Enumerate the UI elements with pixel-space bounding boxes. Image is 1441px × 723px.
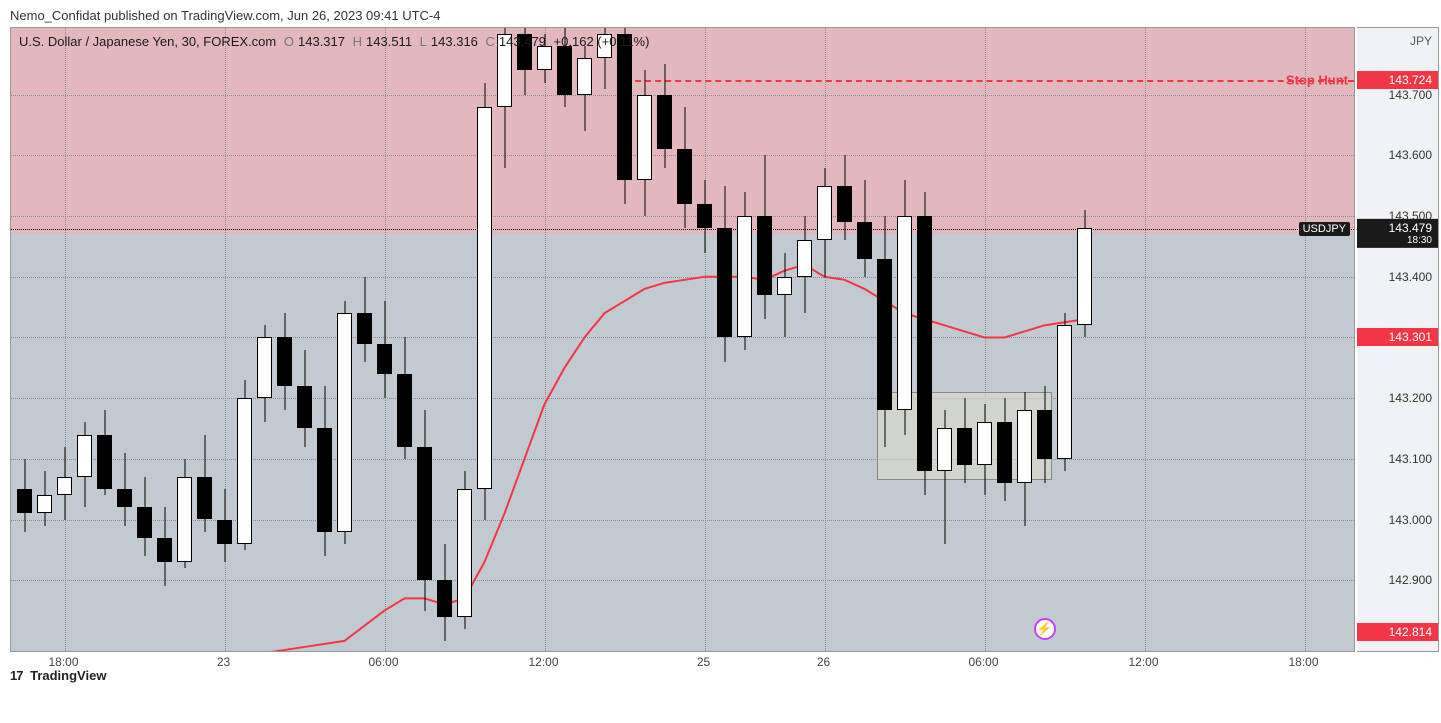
symbol-ohlc-row: U.S. Dollar / Japanese Yen, 30, FOREX.co… bbox=[19, 34, 653, 49]
candle bbox=[397, 28, 412, 652]
candle bbox=[597, 28, 612, 652]
candle bbox=[217, 28, 232, 652]
x-axis: 18:00 23 06:00 12:00 25 26 06:00 12:00 18:00 bbox=[10, 655, 1355, 675]
publish-text: Nemo_Confidat published on TradingView.c… bbox=[10, 8, 440, 23]
candle bbox=[117, 28, 132, 652]
chart-container: U.S. Dollar / Japanese Yen, 30, FOREX.co… bbox=[0, 27, 1441, 687]
candle bbox=[437, 28, 452, 652]
candle bbox=[97, 28, 112, 652]
candle bbox=[757, 28, 772, 652]
candle bbox=[657, 28, 672, 652]
y-price-tag: 143.724 bbox=[1357, 71, 1438, 89]
candle bbox=[577, 28, 592, 652]
y-price-tag: 142.814 bbox=[1357, 623, 1438, 641]
candle bbox=[937, 28, 952, 652]
candle bbox=[1077, 28, 1092, 652]
x-tick-label: 06:00 bbox=[368, 655, 398, 669]
candle bbox=[517, 28, 532, 652]
candle bbox=[537, 28, 552, 652]
candle bbox=[817, 28, 832, 652]
candle bbox=[377, 28, 392, 652]
y-tick-label: 143.700 bbox=[1389, 88, 1432, 102]
candle bbox=[17, 28, 32, 652]
price-change: +0.162 (+0.11%) bbox=[554, 34, 650, 49]
candle bbox=[357, 28, 372, 652]
candle bbox=[57, 28, 72, 652]
y-tick-label: 143.000 bbox=[1389, 513, 1432, 527]
candle bbox=[617, 28, 632, 652]
publish-header: Nemo_Confidat published on TradingView.c… bbox=[0, 0, 1441, 27]
candle bbox=[237, 28, 252, 652]
candle bbox=[337, 28, 352, 652]
candle bbox=[857, 28, 872, 652]
candle bbox=[797, 28, 812, 652]
y-tick-label: 143.600 bbox=[1389, 148, 1432, 162]
candle bbox=[197, 28, 212, 652]
candle bbox=[917, 28, 932, 652]
brand-name: TradingView bbox=[30, 668, 106, 683]
candle bbox=[677, 28, 692, 652]
symbol-tag: USDJPY bbox=[1299, 222, 1350, 236]
candle bbox=[157, 28, 172, 652]
y-tick-label: 142.900 bbox=[1389, 573, 1432, 587]
candle bbox=[137, 28, 152, 652]
y-axis-title: JPY bbox=[1410, 34, 1432, 48]
candle bbox=[1037, 28, 1052, 652]
candle bbox=[737, 28, 752, 652]
x-tick-label: 12:00 bbox=[1128, 655, 1158, 669]
symbol-desc: U.S. Dollar / Japanese Yen, 30, FOREX.co… bbox=[19, 34, 276, 49]
candle bbox=[897, 28, 912, 652]
y-price-tag: 143.47918:30 bbox=[1357, 219, 1438, 248]
candle bbox=[837, 28, 852, 652]
candle bbox=[497, 28, 512, 652]
price-chart[interactable]: U.S. Dollar / Japanese Yen, 30, FOREX.co… bbox=[10, 27, 1355, 652]
y-axis[interactable]: JPY 143.700143.600143.500143.400143.3001… bbox=[1357, 27, 1439, 652]
candle bbox=[277, 28, 292, 652]
stop-hunt-label: Stop Hunt bbox=[1286, 73, 1348, 88]
candle bbox=[977, 28, 992, 652]
x-tick-label: 23 bbox=[217, 655, 230, 669]
y-price-tag: 143.301 bbox=[1357, 328, 1438, 346]
y-tick-label: 143.200 bbox=[1389, 391, 1432, 405]
candle bbox=[317, 28, 332, 652]
candle bbox=[777, 28, 792, 652]
candle bbox=[77, 28, 92, 652]
candle bbox=[1017, 28, 1032, 652]
candle bbox=[297, 28, 312, 652]
event-marker-icon[interactable]: ⚡ bbox=[1034, 618, 1056, 640]
candle bbox=[717, 28, 732, 652]
candle bbox=[957, 28, 972, 652]
candle bbox=[637, 28, 652, 652]
x-tick-label: 18:00 bbox=[48, 655, 78, 669]
candle bbox=[877, 28, 892, 652]
candle bbox=[477, 28, 492, 652]
x-tick-label: 06:00 bbox=[968, 655, 998, 669]
candle bbox=[257, 28, 272, 652]
x-tick-label: 12:00 bbox=[528, 655, 558, 669]
candle bbox=[557, 28, 572, 652]
candle bbox=[37, 28, 52, 652]
candle bbox=[177, 28, 192, 652]
y-tick-label: 143.100 bbox=[1389, 452, 1432, 466]
y-tick-label: 143.400 bbox=[1389, 270, 1432, 284]
candle bbox=[457, 28, 472, 652]
candle bbox=[417, 28, 432, 652]
x-tick-label: 25 bbox=[697, 655, 710, 669]
tv-logo: 17 bbox=[10, 668, 22, 683]
candle bbox=[1057, 28, 1072, 652]
candle bbox=[997, 28, 1012, 652]
candle bbox=[697, 28, 712, 652]
x-tick-label: 18:00 bbox=[1288, 655, 1318, 669]
x-tick-label: 26 bbox=[817, 655, 830, 669]
footer-brand: 17 TradingView bbox=[10, 668, 106, 683]
